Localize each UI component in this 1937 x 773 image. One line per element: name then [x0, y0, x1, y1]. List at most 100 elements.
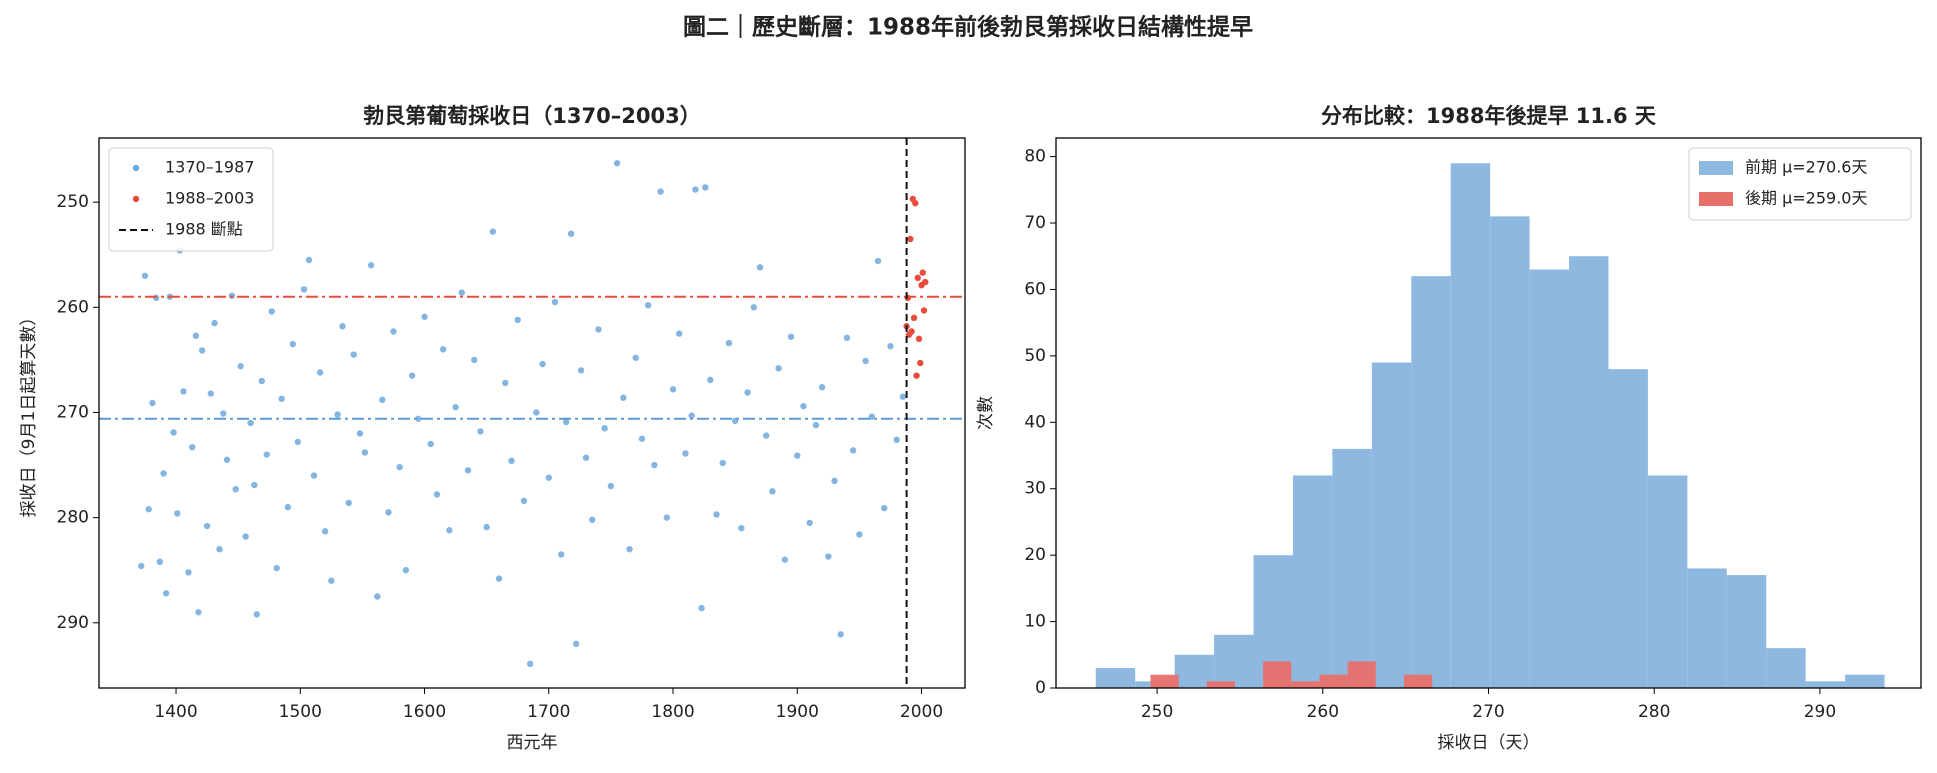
point: [361, 449, 369, 456]
point: [251, 481, 258, 489]
hist-bar: [1332, 448, 1372, 688]
x-tick-label: 1700: [527, 702, 570, 722]
legend-marker: [1699, 192, 1733, 206]
point: [138, 562, 145, 570]
point: [141, 272, 149, 279]
legend-label: 後期 μ=259.0天: [1745, 189, 1867, 208]
point: [818, 384, 826, 391]
point: [607, 482, 615, 490]
y-tick-label: 80: [1024, 147, 1046, 167]
point: [893, 436, 900, 444]
point: [806, 519, 813, 527]
point: [316, 369, 324, 376]
hist-bar: [1403, 674, 1433, 688]
hist-bar: [1687, 568, 1727, 688]
point: [914, 274, 921, 282]
point: [881, 504, 888, 512]
point: [228, 292, 236, 299]
point: [300, 286, 308, 293]
hist-bar: [1529, 269, 1570, 688]
y-tick-label: 0: [1035, 678, 1046, 698]
point: [738, 524, 745, 532]
point: [421, 313, 428, 320]
point: [657, 188, 664, 195]
legend-marker: [1699, 161, 1733, 175]
point: [595, 326, 602, 333]
point: [508, 457, 515, 465]
point: [339, 323, 346, 330]
point: [719, 459, 726, 467]
point: [692, 186, 699, 193]
y-tick-label: 270: [57, 402, 89, 422]
point: [310, 472, 318, 479]
y-tick-label: 250: [57, 192, 89, 212]
point: [273, 564, 280, 572]
point: [913, 372, 920, 379]
point: [756, 264, 764, 271]
y-tick-label: 40: [1024, 412, 1046, 432]
point: [613, 160, 621, 167]
point: [345, 499, 352, 507]
axes-title: 分布比較：1988年後提早 11.6 天: [1321, 104, 1657, 128]
y-tick-label: 60: [1024, 279, 1046, 299]
x-tick-label: 250: [1141, 702, 1173, 722]
point: [427, 440, 434, 448]
point: [162, 590, 170, 597]
point: [769, 488, 776, 495]
point: [763, 432, 770, 439]
point: [632, 354, 639, 361]
point: [305, 256, 313, 264]
point: [651, 461, 658, 469]
point: [446, 527, 453, 534]
point: [669, 386, 677, 393]
point: [390, 328, 397, 335]
hist-bar: [1608, 369, 1648, 688]
point: [237, 363, 244, 370]
x-tick-label: 1900: [776, 702, 819, 722]
point: [396, 463, 403, 471]
x-tick-label: 280: [1638, 702, 1670, 722]
point: [582, 454, 590, 461]
point: [502, 379, 509, 387]
x-tick-label: 260: [1307, 702, 1339, 722]
x-tick-label: 1600: [403, 702, 446, 722]
point: [439, 346, 447, 353]
point: [663, 514, 671, 521]
point: [862, 357, 869, 365]
legend-box: [1688, 147, 1912, 221]
legend-marker: [132, 164, 140, 172]
point: [533, 409, 540, 416]
point: [458, 289, 466, 296]
point: [831, 477, 838, 485]
point: [922, 278, 929, 286]
point: [268, 308, 275, 315]
point: [367, 262, 375, 269]
point: [702, 184, 709, 191]
point: [868, 413, 876, 420]
plot-area: [1095, 163, 1885, 688]
axes-frame: [98, 137, 966, 689]
point: [908, 328, 915, 335]
point: [263, 451, 270, 458]
y-tick-label: 20: [1024, 545, 1046, 565]
point: [433, 491, 441, 498]
legend-label: 前期 μ=270.6天: [1745, 158, 1867, 177]
point: [242, 533, 249, 540]
point: [545, 474, 552, 481]
point: [284, 503, 292, 511]
point: [356, 430, 364, 437]
hist-bar: [1206, 681, 1235, 688]
y-tick-label: 10: [1024, 612, 1046, 632]
hist-bar: [1292, 475, 1333, 688]
point: [220, 410, 227, 417]
axes-frame: [1055, 137, 1922, 689]
point: [180, 388, 187, 395]
point: [843, 334, 851, 342]
x-tick-label: 1800: [651, 702, 694, 722]
point: [289, 340, 297, 348]
hist-bar: [1766, 648, 1806, 688]
x-tick-label: 290: [1804, 702, 1836, 722]
point: [216, 545, 223, 553]
x-axis-label: 採收日（天）: [1438, 733, 1540, 753]
